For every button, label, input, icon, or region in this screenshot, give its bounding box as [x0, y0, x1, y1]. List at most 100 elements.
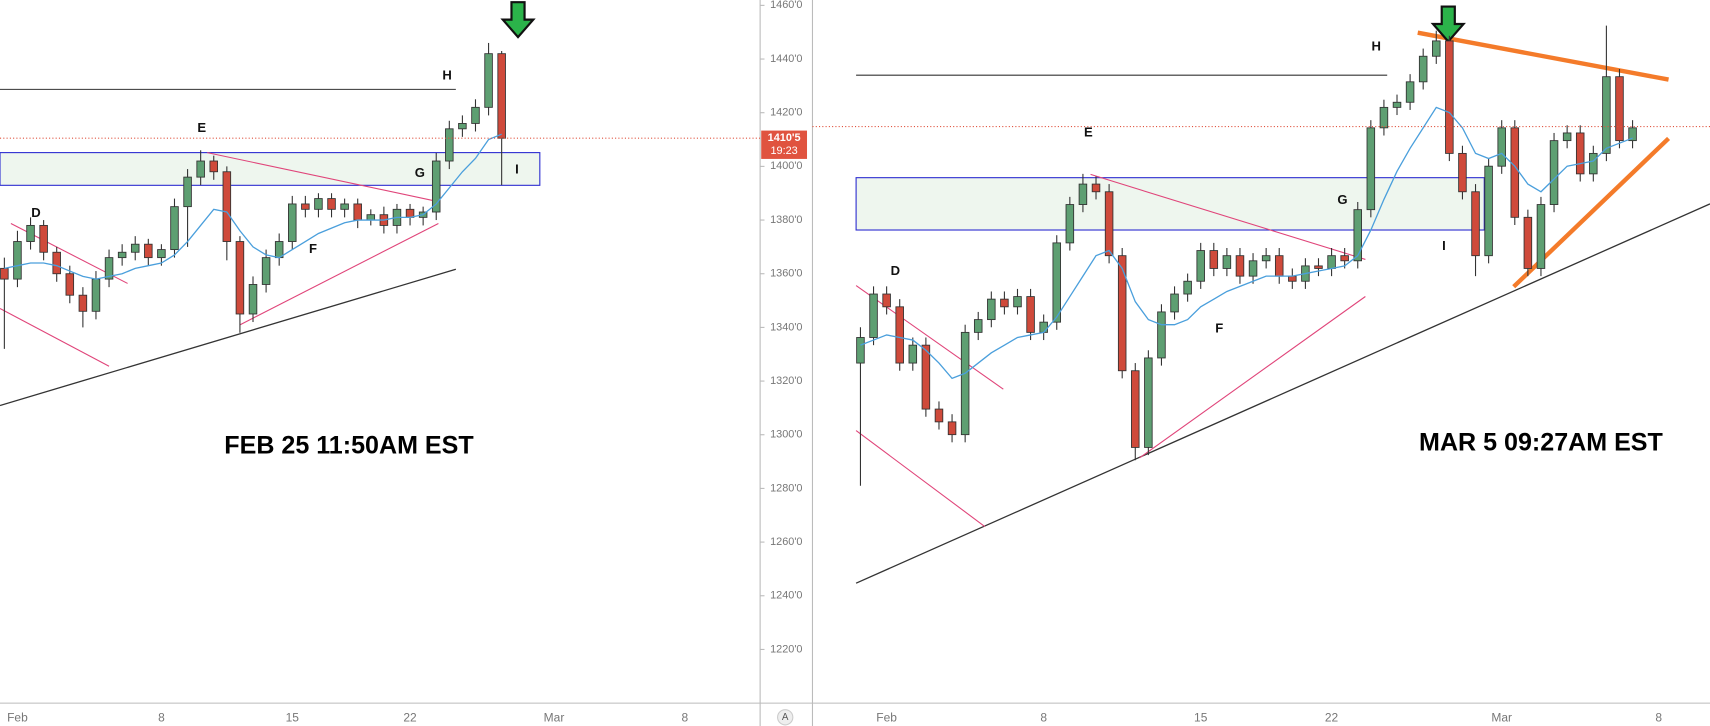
candle-body	[1144, 357, 1153, 448]
arrow-down	[1430, 5, 1466, 44]
candle-body	[960, 331, 970, 436]
candle-body	[947, 421, 957, 436]
triangle-line	[1139, 296, 1366, 459]
candle-body	[261, 257, 271, 285]
wedge-line	[1417, 30, 1669, 82]
wave-label: E	[1084, 124, 1093, 139]
wave-label: H	[1372, 38, 1381, 53]
x-tick-label: 8	[158, 711, 165, 725]
y-tick-label: 1260'0	[770, 536, 802, 548]
wave-label: G	[415, 165, 425, 180]
candle-body	[170, 206, 179, 251]
candle-body	[366, 214, 376, 221]
triangle-line	[1090, 173, 1366, 260]
auto-button[interactable]	[777, 709, 794, 726]
moving-average	[860, 106, 1633, 380]
candle-body	[91, 278, 101, 312]
channel-line	[855, 285, 1004, 390]
candle-body	[1471, 191, 1480, 257]
candle-body	[39, 224, 48, 253]
candle-body	[1157, 311, 1166, 359]
candle-body	[1366, 127, 1376, 211]
candle-body	[1628, 127, 1637, 142]
x-tick-label: 15	[1194, 711, 1208, 725]
candle-body	[1170, 293, 1179, 313]
candle-body	[1026, 296, 1035, 333]
candle-body	[1065, 204, 1075, 244]
wave-label: D	[891, 263, 900, 278]
candle-body	[13, 241, 22, 280]
candle-body	[78, 294, 88, 312]
candle-body	[1183, 280, 1192, 295]
candle-body	[1091, 183, 1101, 193]
candle-body	[288, 203, 297, 242]
candle-body	[1327, 255, 1336, 269]
x-tick-label: 8	[682, 711, 689, 725]
auto-button-label[interactable]: A	[782, 712, 789, 723]
candle-body	[1248, 260, 1258, 277]
candle-body	[117, 251, 127, 259]
zone-box	[855, 177, 1485, 231]
candle-body	[274, 241, 284, 259]
candle-body	[1432, 40, 1441, 57]
candle-body	[1379, 106, 1389, 129]
triangle-line	[207, 152, 439, 203]
y-tick-label: 1420'0	[770, 107, 802, 119]
candle-body	[497, 53, 506, 139]
candle-body	[209, 160, 219, 173]
x-tick-label: Feb	[876, 711, 897, 725]
trend-line	[0, 268, 457, 407]
candle-body	[144, 243, 153, 259]
wave-label: D	[31, 205, 40, 220]
candle-body	[1392, 101, 1402, 108]
zone-box	[0, 152, 541, 186]
triangle-line	[239, 222, 439, 326]
candle-body	[921, 344, 931, 410]
candle-body	[52, 251, 61, 275]
wave-label: F	[1215, 321, 1223, 336]
candle-body	[458, 123, 467, 130]
candle-body	[1458, 152, 1467, 193]
candle-body	[1575, 132, 1585, 175]
candle-body	[445, 128, 454, 162]
y-tick-label: 1280'0	[770, 482, 802, 494]
candle-body	[1562, 132, 1572, 142]
candle-body	[1484, 165, 1493, 257]
candle-body	[484, 53, 493, 108]
candle-body	[1405, 81, 1415, 103]
last-price-box	[761, 130, 808, 159]
annotation: MAR 5 09:27AM EST	[1419, 428, 1663, 456]
trend-line	[855, 203, 1710, 584]
x-tick-label: 22	[1325, 711, 1339, 725]
last-price-label: 1410'5	[768, 132, 801, 144]
candle-body	[934, 408, 944, 423]
y-tick-label: 1440'0	[770, 53, 802, 65]
candle-body	[471, 106, 480, 124]
candle-body	[856, 337, 865, 364]
y-tick-label: 1360'0	[770, 268, 802, 280]
moving-average	[4, 133, 502, 280]
candle-body	[1615, 76, 1624, 142]
wave-label: I	[1442, 238, 1446, 253]
x-tick-label: Feb	[7, 711, 28, 725]
y-tick-label: 1240'0	[770, 590, 802, 602]
y-tick-label: 1220'0	[770, 643, 802, 655]
annotation: FEB 25 11:50AM EST	[224, 432, 474, 460]
wave-label: F	[309, 241, 317, 256]
candle-body	[301, 203, 310, 210]
candle-body	[1235, 255, 1245, 277]
candle-body	[869, 293, 878, 338]
countdown: 19:23	[770, 145, 797, 157]
candle-body	[1131, 370, 1140, 448]
candle-body	[248, 284, 258, 315]
wave-label: H	[442, 68, 451, 83]
candle-body	[26, 224, 35, 242]
channel-line	[855, 430, 986, 527]
candle-body	[1104, 191, 1114, 257]
candle-body	[1602, 76, 1611, 154]
candle-body	[1314, 265, 1323, 269]
candle-body	[340, 203, 349, 210]
candle-body	[1523, 216, 1533, 269]
x-tick-label: 15	[286, 711, 300, 725]
